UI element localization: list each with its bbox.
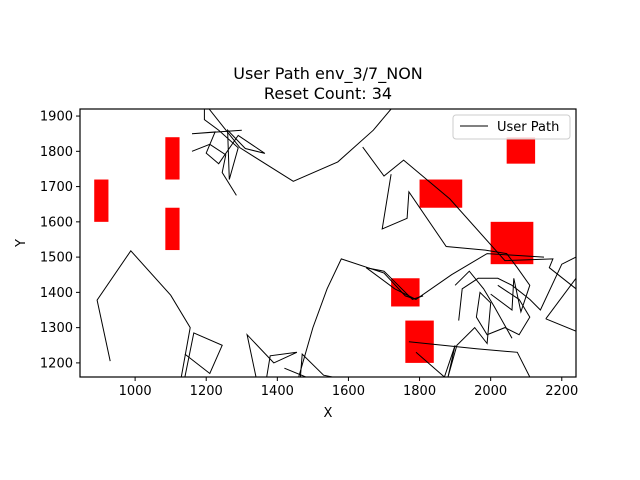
user-path-segment-13 <box>415 284 531 377</box>
y-tick-label-1300: 1300 <box>40 321 73 336</box>
x-tick-label-1200: 1200 <box>190 384 223 399</box>
user-path-segment-6 <box>381 174 531 314</box>
obstacle-rect-5 <box>490 221 534 265</box>
user-path-segment-7 <box>365 253 545 300</box>
x-axis-label: X <box>324 406 333 421</box>
user-path-segment-15 <box>454 270 513 339</box>
y-axis-ticks: 1200 1300 1400 1500 1600 1700 1800 1900 <box>40 110 80 371</box>
legend: User Path <box>452 114 571 140</box>
user-path-segment-16 <box>545 318 576 332</box>
x-tick-label-1800: 1800 <box>403 384 436 399</box>
user-path-segment-12 <box>408 341 531 377</box>
user-path-segment-8 <box>298 258 417 377</box>
y-axis-label: Y <box>14 239 29 248</box>
y-tick-label-1400: 1400 <box>40 286 73 301</box>
user-path-segment-1 <box>96 249 191 377</box>
x-axis-ticks: 1000 1200 1400 1600 1800 2000 2200 <box>119 377 578 399</box>
user-path-segment-10 <box>184 332 223 377</box>
x-tick-label-1000: 1000 <box>119 384 152 399</box>
user-path-segment-11 <box>299 352 333 377</box>
y-tick-label-1900: 1900 <box>40 110 73 125</box>
legend-label-user-path: User Path <box>497 120 559 135</box>
obstacle-rect-4 <box>419 179 463 208</box>
y-tick-label-1800: 1800 <box>40 145 73 160</box>
obstacle-rect-1 <box>94 179 109 222</box>
y-tick-label-1700: 1700 <box>40 180 73 195</box>
user-path-segment-9 <box>246 333 306 377</box>
y-tick-label-1600: 1600 <box>40 215 73 230</box>
x-tick-label-1400: 1400 <box>261 384 294 399</box>
x-tick-label-2000: 2000 <box>474 384 507 399</box>
x-tick-label-1600: 1600 <box>332 384 365 399</box>
y-tick-label-1200: 1200 <box>40 356 73 371</box>
obstacle-rect-6 <box>506 137 536 164</box>
user-path-segment-3 <box>191 143 237 196</box>
chart-subtitle: Reset Count: 34 <box>264 84 392 103</box>
user-path-segment-4 <box>208 109 392 182</box>
obstacle-rect-3 <box>165 137 180 180</box>
user-path-segment-14 <box>458 256 576 321</box>
obstacle-rect-2 <box>165 207 180 251</box>
user-path-layer <box>96 109 576 377</box>
legend-box <box>452 114 571 140</box>
user-path-segment-18 <box>366 267 424 300</box>
plot-frame <box>79 108 577 378</box>
user-path-segment-5 <box>362 146 576 290</box>
user-path-segment-17 <box>545 278 576 320</box>
x-tick-label-2200: 2200 <box>545 384 578 399</box>
user-path-segment-2 <box>191 109 266 180</box>
y-tick-label-1500: 1500 <box>40 251 73 266</box>
chart-title: User Path env_3/7_NON <box>233 64 423 84</box>
